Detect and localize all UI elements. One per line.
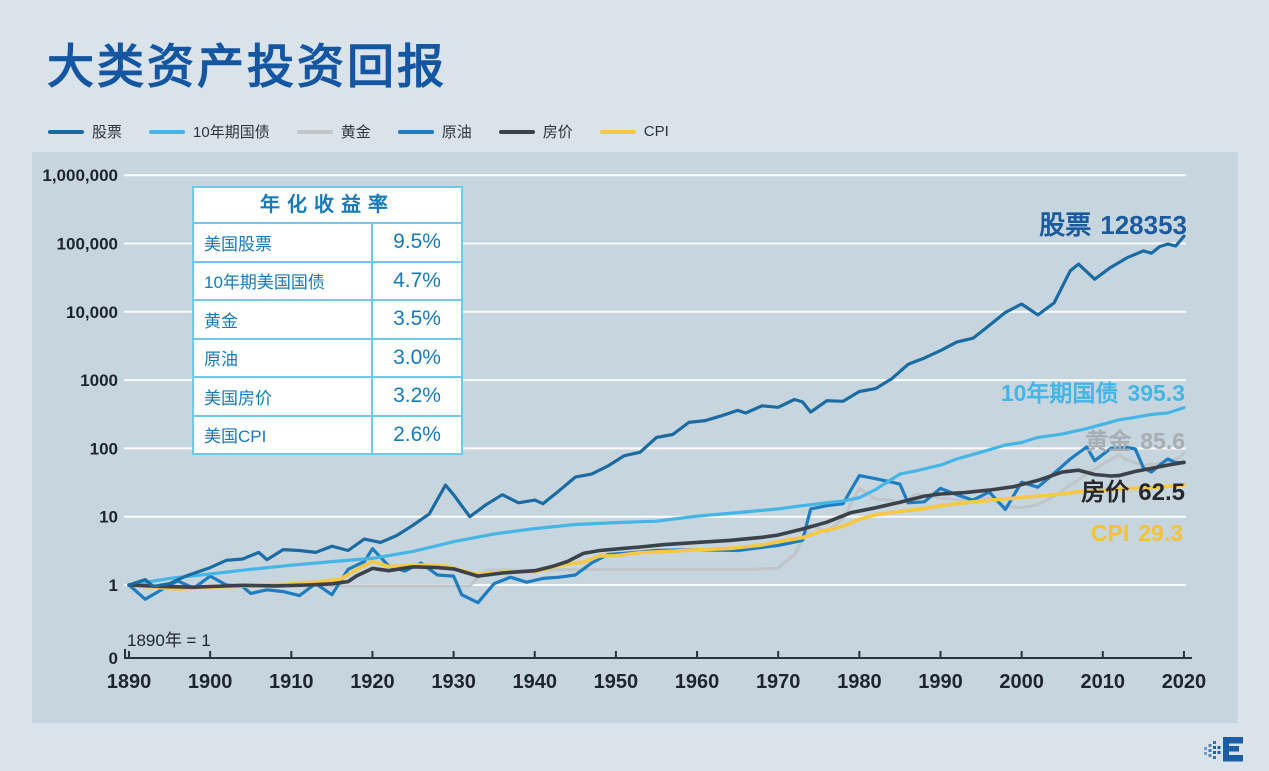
row-label: 美国房价 [194,378,373,415]
y-tick-label: 1,000,000 [42,166,118,185]
row-value: 9.5% [393,230,441,254]
series-line-house [127,460,1186,590]
legend-item-treasury: 10年期国债 [149,121,270,142]
x-tick-label: 1970 [756,671,801,693]
y-tick-label: 100,000 [57,235,118,254]
base-year-note: 1890年 = 1 [127,631,211,650]
legend-label: 股票 [92,124,123,141]
y-tick-label: 1000 [80,371,118,390]
page-title: 大类资产投资回报 [47,40,447,93]
cpi-line-swatch-icon [599,129,636,134]
row-label: 原油 [194,339,373,376]
row-label: 美国CPI [194,416,373,453]
x-tick-label: 1980 [837,671,882,693]
house-line-swatch-icon [498,129,535,134]
cpi-end-label: CPI 29.3 [1091,520,1183,547]
legend-item-gold: 黄金 [296,121,371,142]
legend-item-stocks: 股票 [48,121,122,142]
series-line-oil [127,445,1186,605]
table-row: 黄金 3.5% [194,301,461,340]
brand-logo [1204,737,1243,762]
legend-item-cpi: CPI [599,123,669,140]
legend-label: 黄金 [340,124,371,141]
y-tick-label: 1 [109,576,118,595]
series-line-stocks [127,234,1186,589]
series-name: 黄金 [1085,428,1132,454]
oil-line-swatch-icon [397,129,434,134]
series-value: 128353 [1100,210,1187,240]
gold-end-label: 黄金 85.6 [1085,422,1185,456]
row-value: 4.7% [393,268,441,292]
x-tick-label: 1890 [107,671,152,693]
row-label: 黄金 [194,301,373,338]
stocks-end-label: 股票 128353 [1039,205,1187,242]
legend-label: 原油 [441,124,472,141]
series-value: 29.3 [1138,520,1183,546]
row-value: 3.5% [393,307,441,331]
table-header: 年化收益率 [194,188,461,224]
series-value: 62.5 [1138,479,1185,506]
table-row: 美国房价 3.2% [194,378,461,417]
legend-item-oil: 原油 [397,121,472,142]
gold-line-swatch-icon [296,129,333,134]
series-name: 股票 [1039,210,1092,240]
x-tick-label: 2010 [1081,671,1126,693]
treasury-line-swatch-icon [149,129,186,134]
series-line-treasury10y [127,406,1186,587]
y-tick-label: 10 [99,508,118,527]
chart-legend: 股票 10年期国债 黄金 原油 房价 CPI [48,121,669,142]
legend-label: 房价 [542,124,573,141]
series-value: 395.3 [1127,380,1185,406]
y-tick-label: 100 [90,439,118,458]
series-line-cpi [127,482,1186,591]
series-name: CPI [1090,520,1130,546]
table-row: 原油 3.0% [194,339,461,378]
x-tick-label: 1960 [675,671,720,693]
x-tick-label: 1900 [188,671,233,693]
x-tick-label: 1940 [513,671,558,693]
row-label: 10年期美国国债 [194,262,373,299]
series-name: 房价 [1081,479,1130,506]
x-tick-label: 1950 [594,671,639,693]
x-tick-label: 2020 [1162,671,1207,693]
x-tick-label: 1930 [431,671,476,693]
table-row: 美国股票 9.5% [194,224,461,263]
x-tick-label: 1990 [918,671,963,693]
y-tick-label: 0 [109,649,118,668]
x-tick-label: 1910 [269,671,314,693]
house-end-label: 房价 62.5 [1081,472,1185,507]
legend-label: 10年期国债 [193,124,270,141]
x-tick-label: 1920 [350,671,395,693]
stocks-line-swatch-icon [48,129,84,134]
treasury-end-label: 10年期国债 395.3 [1001,374,1185,408]
annualized-return-table: 年化收益率 美国股票 9.5% 10年期美国国债 4.7% 黄金 3.5% 原油… [192,186,463,455]
series-value: 85.6 [1140,428,1185,454]
row-label: 美国股票 [194,224,373,261]
x-tick-label: 2000 [999,671,1044,693]
series-name: 10年期国债 [1000,380,1119,406]
legend-item-house: 房价 [498,121,573,142]
table-row: 美国CPI 2.6% [194,416,461,453]
row-value: 2.6% [393,422,441,446]
row-value: 3.0% [393,345,441,369]
y-tick-label: 10,000 [66,303,118,322]
row-value: 3.2% [393,384,441,408]
table-row: 10年期美国国债 4.7% [194,262,461,301]
legend-label: CPI [643,123,669,140]
